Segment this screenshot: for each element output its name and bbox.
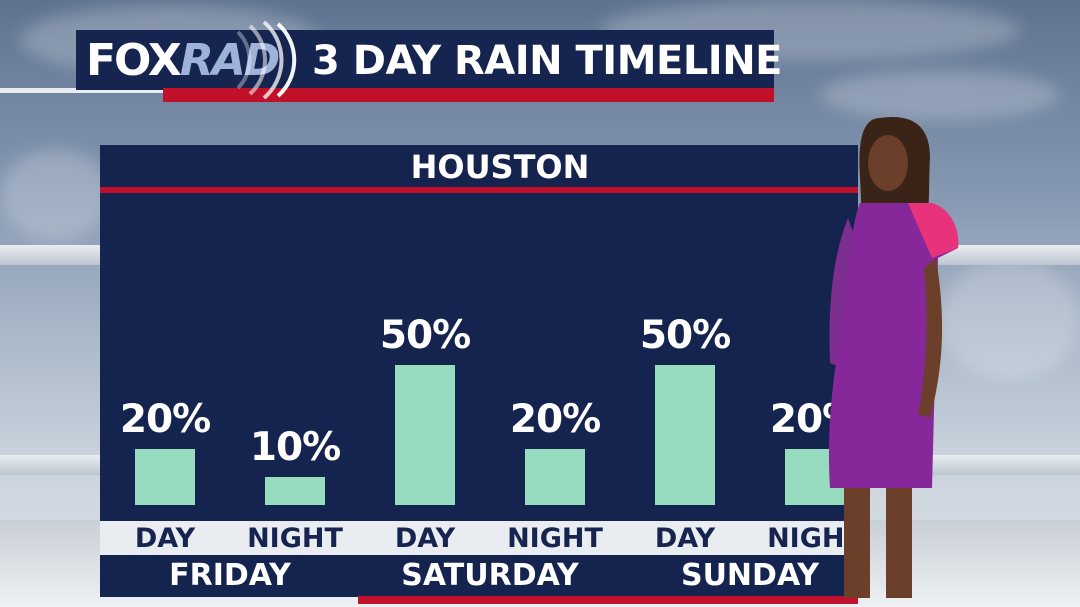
chart-bar [265,477,325,505]
time-of-day-label: NIGHT [247,523,343,554]
chart-bar [135,449,195,505]
cloud [940,260,1080,380]
bar-value-label: 50% [379,313,471,358]
chart-bar [655,365,715,505]
logo-main: FOX [86,34,182,86]
time-of-day-label: NIGHT [507,523,603,554]
chart-bar [395,365,455,505]
header-banner [76,30,774,90]
day-label: FRIDAY [169,558,291,593]
cloud [0,150,110,240]
time-of-day-band [100,521,858,555]
day-label: SATURDAY [401,558,579,593]
time-of-day-label: DAY [654,523,716,554]
presenter-figure [828,117,959,598]
bar-value-label: 10% [249,425,341,470]
time-of-day-label: DAY [134,523,196,554]
day-label: SUNDAY [680,558,820,593]
chart-title: HOUSTON [410,148,590,186]
cloud [820,70,1060,120]
header-underline [0,88,170,93]
bar-value-label: 20% [509,397,601,442]
bar-value-label: 50% [639,313,731,358]
header-red-stripe [163,88,774,102]
time-of-day-label: DAY [394,523,456,554]
bar-value-label: 20% [119,397,211,442]
panel-title-stripe [100,187,858,193]
radar-rings-icon [236,20,297,100]
panel-bottom-stripe [358,596,858,604]
header-title: 3 DAY RAIN TIMELINE [312,38,783,84]
chart-bar [525,449,585,505]
